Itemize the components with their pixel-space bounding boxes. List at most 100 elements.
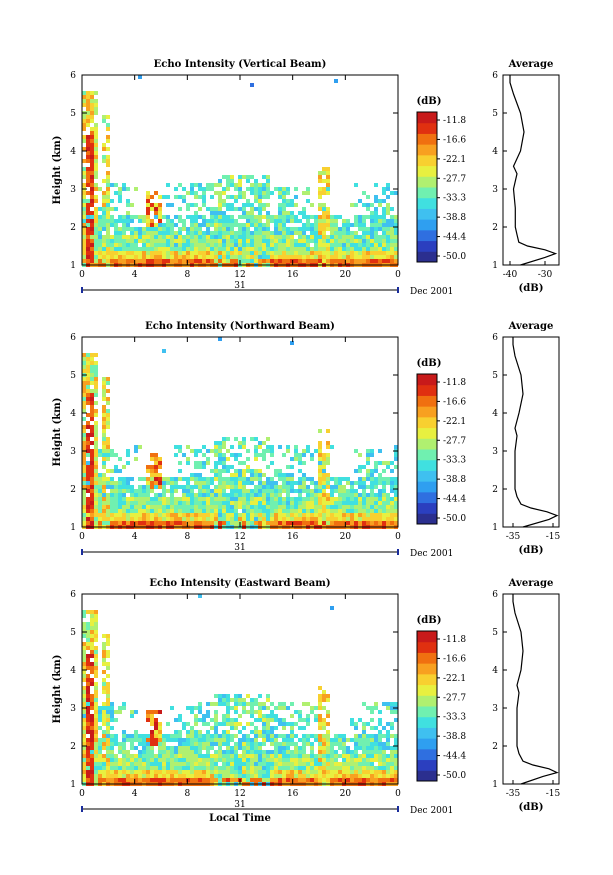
colorbar-segment (417, 652, 437, 664)
x-tick-label: 8 (184, 789, 190, 799)
date-label: 31 (234, 800, 245, 810)
profile-y-tick-label: 2 (492, 742, 498, 752)
x-tick-label: 0 (395, 532, 401, 542)
x-tick-label: 0 (79, 789, 85, 799)
colorbar-unit: (dB) (417, 615, 442, 626)
colorbar-unit: (dB) (417, 96, 442, 107)
x-tick-label: 8 (184, 270, 190, 280)
colorbar-segment (417, 631, 437, 643)
colorbar (416, 630, 440, 782)
x-tick-label: 0 (395, 789, 401, 799)
colorbar-tick-label: -33.3 (443, 194, 466, 204)
x-tick-label: 4 (132, 532, 138, 542)
profile-frame (502, 593, 560, 785)
colorbar-segment (417, 502, 437, 514)
heatmap (82, 337, 398, 529)
profile-y-tick-label: 1 (492, 523, 498, 533)
x-tick-label: 16 (287, 532, 299, 542)
colorbar-tick-label: -38.8 (443, 732, 466, 742)
profile-xlabel: (dB) (519, 802, 544, 813)
colorbar-segment (417, 197, 437, 209)
y-tick-label: 4 (70, 409, 76, 419)
profile-xlabel: (dB) (519, 545, 544, 556)
date-label: 31 (234, 543, 245, 553)
colorbar-tick-label: -50.0 (443, 514, 466, 524)
colorbar-tick-label: -38.8 (443, 475, 466, 485)
colorbar-segment (417, 481, 437, 493)
colorbar-segment (417, 695, 437, 707)
colorbar-segment (417, 384, 437, 396)
profile-xlabel: (dB) (519, 283, 544, 294)
colorbar-segment (417, 165, 437, 177)
colorbar-segment (417, 229, 437, 242)
colorbar-segment (417, 663, 437, 675)
x-tick-label: 4 (132, 789, 138, 799)
y-tick-label: 3 (70, 447, 76, 457)
colorbar-segment (417, 133, 437, 145)
profile-y-tick-label: 6 (492, 71, 498, 81)
colorbar (416, 111, 440, 263)
colorbar-unit: (dB) (417, 358, 442, 369)
y-tick-label: 6 (70, 333, 76, 343)
colorbar-tick-label: -38.8 (443, 213, 466, 223)
colorbar-segment (417, 770, 437, 782)
x-tick-label: 20 (340, 789, 352, 799)
profile-y-tick-label: 6 (492, 590, 498, 600)
profile-y-tick-label: 3 (492, 447, 498, 457)
profile-x-tick-label: -40 (503, 270, 518, 280)
y-axis-label: Height (km) (52, 655, 63, 724)
profile-y-tick-label: 5 (492, 628, 498, 638)
x-tick-label: 20 (340, 532, 352, 542)
colorbar-segment (417, 416, 437, 429)
colorbar-segment (417, 491, 437, 504)
x-tick-label: 0 (395, 270, 401, 280)
panel-title: Echo Intensity (Eastward Beam) (149, 578, 330, 589)
x-tick-label: 0 (79, 532, 85, 542)
heatmap (82, 594, 398, 786)
profile-x-tick-label: -35 (506, 532, 521, 542)
y-tick-label: 2 (70, 223, 76, 233)
colorbar-tick-label: -11.8 (443, 635, 466, 645)
colorbar-segment (417, 673, 437, 686)
profile-y-tick-label: 4 (492, 147, 498, 157)
colorbar-tick-label: -44.4 (443, 752, 466, 762)
profile-x-tick-label: -15 (546, 532, 561, 542)
colorbar-segment (417, 738, 437, 750)
colorbar-segment (417, 748, 437, 761)
colorbar-segment (417, 219, 437, 231)
x-tick-label: 12 (234, 789, 245, 799)
x-tick-label: 16 (287, 270, 299, 280)
profile-y-tick-label: 5 (492, 109, 498, 119)
colorbar-tick-label: -16.6 (443, 397, 466, 407)
colorbar-segment (417, 513, 437, 525)
colorbar-tick-label: -22.1 (443, 155, 466, 165)
x-tick-label: 12 (234, 270, 245, 280)
y-tick-label: 4 (70, 147, 76, 157)
y-axis-label: Height (km) (52, 398, 63, 467)
colorbar-segment (417, 176, 437, 188)
colorbar (416, 373, 440, 525)
panel-title: Echo Intensity (Vertical Beam) (154, 59, 327, 70)
date-suffix: Dec 2001 (410, 806, 453, 816)
x-tick-label: 16 (287, 789, 299, 799)
colorbar-segment (417, 449, 437, 461)
profile-x-tick-label: -15 (546, 789, 561, 799)
x-tick-label: 12 (234, 532, 245, 542)
colorbar-segment (417, 374, 437, 386)
profile-y-tick-label: 2 (492, 223, 498, 233)
profile-y-tick-label: 1 (492, 261, 498, 271)
colorbar-frame (416, 373, 438, 525)
profile-x-tick-label: -35 (506, 789, 521, 799)
panel-1 (81, 336, 560, 555)
y-tick-label: 2 (70, 742, 76, 752)
profile-frame (502, 74, 560, 266)
profile-y-tick-label: 5 (492, 371, 498, 381)
colorbar-segment (417, 459, 437, 471)
colorbar-segment (417, 641, 437, 653)
colorbar-segment (417, 122, 437, 134)
colorbar-segment (417, 251, 437, 263)
y-axis-label: Height (km) (52, 136, 63, 205)
colorbar-tick-label: -11.8 (443, 378, 466, 388)
profile-line (512, 337, 559, 528)
colorbar-tick-label: -16.6 (443, 654, 466, 664)
